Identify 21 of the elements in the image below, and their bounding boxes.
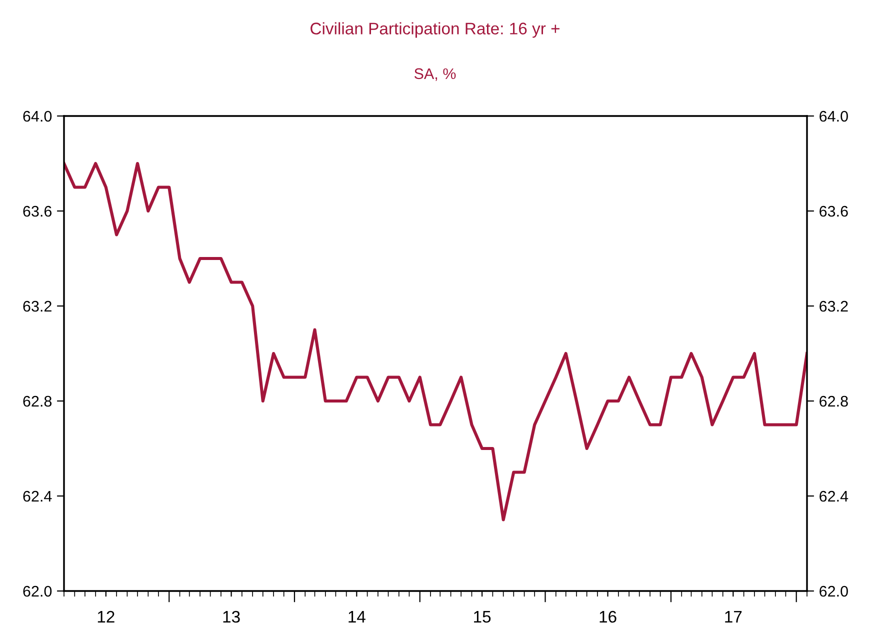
y-tick-label: 62.4 [23,490,52,502]
y2-tick-label: 63.2 [820,300,848,312]
x-tick-label: 12 [98,610,114,623]
y2-tick-label: 64.0 [820,110,848,122]
x-tick-label: 13 [223,610,240,623]
y-tick-label: 63.6 [23,206,52,217]
y2-tick-label: 63.6 [820,206,848,217]
y2-tick-label: 62.4 [820,490,848,502]
chart-subtitle: SA, % [414,68,456,81]
y-tick-label: 62.8 [23,396,52,407]
y-tick-label: 63.2 [23,300,52,312]
y2-tick-label: 62.0 [820,586,848,597]
y-tick-label: 64.0 [23,110,52,122]
y2-tick-label: 62.8 [820,396,848,407]
x-tick-label: 17 [725,611,742,623]
x-tick-label: 16 [600,610,616,623]
x-tick-label: 14 [348,611,366,623]
line-series [64,162,807,522]
chart-title: Civilian Participation Rate: 16 yr + [310,22,560,38]
y-tick-label: 62.0 [23,586,52,597]
x-tick-label: 15 [474,611,491,623]
